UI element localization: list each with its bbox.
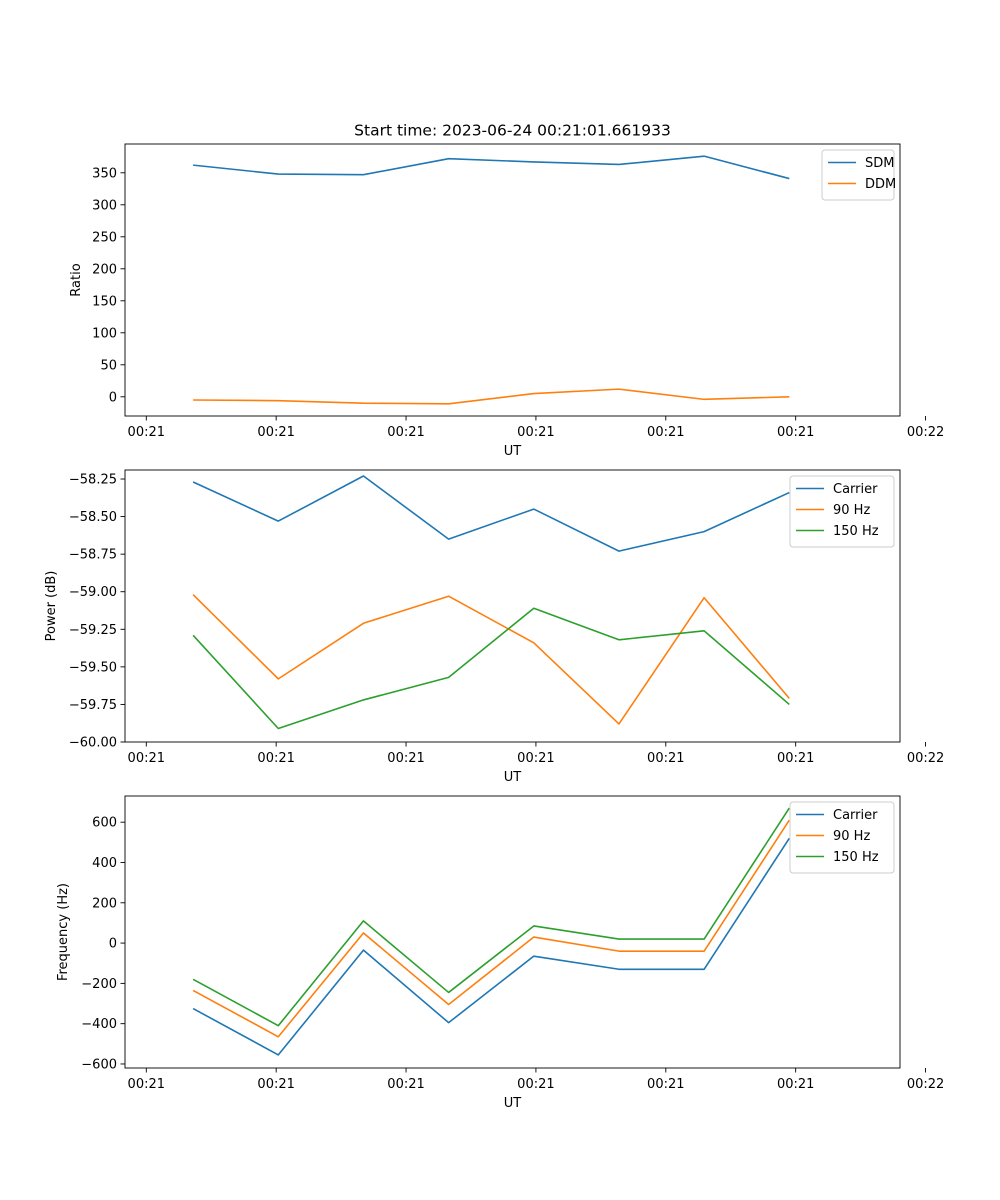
x-axis-label: UT xyxy=(504,444,522,459)
legend-label: Carrier xyxy=(833,808,878,823)
x-tick-label: 00:22 xyxy=(907,751,944,766)
x-tick-label: 00:21 xyxy=(257,425,294,440)
y-tick-label: 600 xyxy=(92,816,117,831)
y-tick-label: 400 xyxy=(92,856,117,871)
y-tick-label: 300 xyxy=(92,198,117,213)
y-tick-label: −59.00 xyxy=(69,585,117,600)
y-tick-label: 200 xyxy=(92,896,117,911)
y-tick-label: −58.75 xyxy=(69,548,117,563)
y-tick-label: 350 xyxy=(92,166,117,181)
chart-title: Start time: 2023-06-24 00:21:01.661933 xyxy=(354,122,671,140)
x-tick-label: 00:21 xyxy=(128,751,165,766)
chart-panel-2: 00:21 00:21 00:21 00:21 00:21 00:21 00:22 −60.0… xyxy=(44,469,944,785)
legend: Carrier 90 Hz 150 Hz xyxy=(789,801,895,874)
y-axis-label: Power (dB) xyxy=(44,571,59,642)
y-tick-label: 0 xyxy=(109,937,117,952)
y-tick-label: −600 xyxy=(81,1057,117,1072)
y-tick-label: −400 xyxy=(81,1017,117,1032)
chart-panel-1: 00:21 00:21 00:21 00:21 00:21 00:21 00:22 0 50 10… xyxy=(69,143,944,459)
x-tick-label: 00:21 xyxy=(517,751,554,766)
x-tick-label: 00:21 xyxy=(777,1077,814,1092)
y-tick-label: 0 xyxy=(109,390,117,405)
legend: SDM DDM xyxy=(821,149,896,201)
x-tick-label: 00:22 xyxy=(907,425,944,440)
series-line-150-hz xyxy=(192,607,790,730)
legend-label: 150 Hz xyxy=(833,850,879,865)
y-axis-label: Ratio xyxy=(69,263,84,296)
legend-label: 90 Hz xyxy=(833,503,870,518)
x-tick-label: 00:21 xyxy=(777,425,814,440)
x-tick-label: 00:21 xyxy=(517,1077,554,1092)
x-tick-label: 00:21 xyxy=(387,425,424,440)
x-tick-label: 00:21 xyxy=(257,1077,294,1092)
y-tick-label: −59.50 xyxy=(69,660,117,675)
series-line-sdm xyxy=(193,155,790,180)
x-tick-label: 00:21 xyxy=(387,751,424,766)
x-tick-label: 00:21 xyxy=(647,1077,684,1092)
legend-label: SDM xyxy=(865,156,894,171)
chart-panel-3: 00:21 00:21 00:21 00:21 00:21 00:21 00:22 −600 −… xyxy=(56,795,944,1111)
x-tick-label: 00:21 xyxy=(128,1077,165,1092)
plot-frame xyxy=(124,795,901,1069)
plot-frame xyxy=(124,143,901,417)
y-tick-label: 200 xyxy=(92,262,117,277)
x-tick-label: 00:21 xyxy=(128,425,165,440)
y-tick-label: −60.00 xyxy=(69,736,117,751)
y-tick-label: 150 xyxy=(92,294,117,309)
x-tick-label: 00:21 xyxy=(387,1077,424,1092)
y-tick-label: 100 xyxy=(92,326,117,341)
x-tick-label: 00:21 xyxy=(517,425,554,440)
x-tick-label: 00:22 xyxy=(907,1077,944,1092)
x-axis-label: UT xyxy=(504,770,522,785)
y-tick-label: −59.75 xyxy=(69,698,117,713)
plot-frame xyxy=(124,469,901,743)
legend-box xyxy=(789,475,895,548)
y-tick-label: −59.25 xyxy=(69,623,117,638)
legend-box xyxy=(789,801,895,874)
y-axis-label: Frequency (Hz) xyxy=(56,883,71,981)
y-tick-label: 250 xyxy=(92,230,117,245)
y-tick-label: −58.50 xyxy=(69,510,117,525)
legend-label: 90 Hz xyxy=(833,829,870,844)
legend: Carrier 90 Hz 150 Hz xyxy=(789,475,895,548)
y-tick-label: −200 xyxy=(81,977,117,992)
legend-label: Carrier xyxy=(833,482,878,497)
y-tick-label: −58.25 xyxy=(69,473,117,488)
legend-label: 150 Hz xyxy=(833,524,879,539)
series-line-carrier xyxy=(192,837,790,1056)
x-tick-label: 00:21 xyxy=(257,751,294,766)
legend-label: DDM xyxy=(865,177,896,192)
series-line-90-hz xyxy=(192,819,790,1038)
panels: 00:21 00:21 00:21 00:21 00:21 00:21 00:22 0 50 10… xyxy=(44,143,944,1111)
series-line-carrier xyxy=(192,475,790,552)
x-axis-label: UT xyxy=(504,1096,522,1111)
series-line-ddm xyxy=(193,388,790,405)
series-line-150-hz xyxy=(192,807,790,1027)
series-line-90-hz xyxy=(192,594,790,725)
x-tick-label: 00:21 xyxy=(647,751,684,766)
x-tick-label: 00:21 xyxy=(647,425,684,440)
x-tick-label: 00:21 xyxy=(777,751,814,766)
y-tick-label: 50 xyxy=(100,358,117,373)
